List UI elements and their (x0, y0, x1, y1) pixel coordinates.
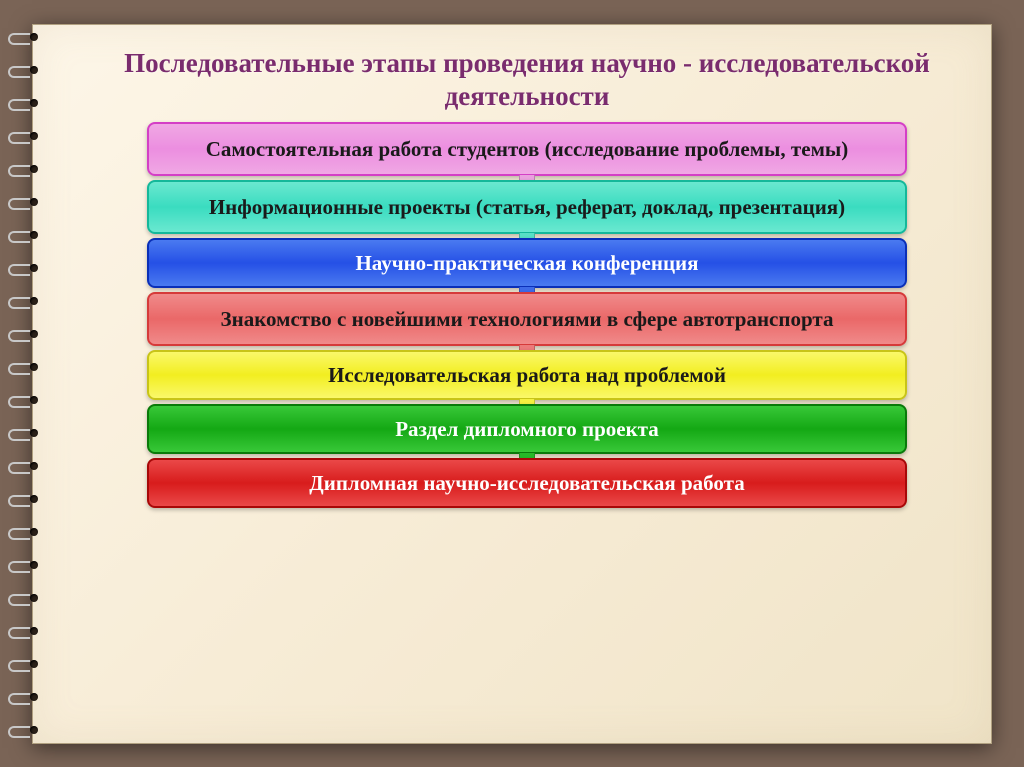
spiral-ring (8, 194, 42, 210)
step-label: Информационные проекты (статья, реферат,… (209, 195, 845, 219)
step-label: Исследовательская работа над проблемой (328, 363, 726, 388)
step-box-6: Раздел дипломного проекта (147, 404, 907, 454)
spiral-ring (8, 524, 42, 540)
spiral-ring (8, 29, 42, 45)
slide-title: Последовательные этапы проведения научно… (93, 47, 961, 115)
step-label: Дипломная научно-исследовательская работ… (309, 471, 744, 496)
step-label: Научно-практическая конференция (355, 251, 698, 276)
flowchart: Самостоятельная работа студентов (исслед… (93, 122, 961, 508)
step-label: Самостоятельная работа студентов (исслед… (206, 137, 849, 161)
spiral-ring (8, 689, 42, 705)
step-box-2: Информационные проекты (статья, реферат,… (147, 180, 907, 234)
spiral-ring (8, 326, 42, 342)
step-box-7: Дипломная научно-исследовательская работ… (147, 458, 907, 508)
spiral-ring (8, 722, 42, 738)
spiral-binding (8, 20, 42, 747)
spiral-ring (8, 95, 42, 111)
step-label: Знакомство с новейшими технологиями в сф… (221, 307, 834, 331)
spiral-ring (8, 590, 42, 606)
step-box-3: Научно-практическая конференция (147, 238, 907, 288)
slide-page: Последовательные этапы проведения научно… (32, 24, 992, 744)
step-box-1: Самостоятельная работа студентов (исслед… (147, 122, 907, 176)
spiral-ring (8, 128, 42, 144)
spiral-ring (8, 359, 42, 375)
step-box-5: Исследовательская работа над проблемой (147, 350, 907, 400)
spiral-ring (8, 227, 42, 243)
spiral-ring (8, 623, 42, 639)
spiral-ring (8, 293, 42, 309)
spiral-ring (8, 62, 42, 78)
spiral-ring (8, 458, 42, 474)
spiral-ring (8, 425, 42, 441)
spiral-ring (8, 557, 42, 573)
spiral-ring (8, 392, 42, 408)
step-label: Раздел дипломного проекта (395, 417, 659, 442)
spiral-ring (8, 260, 42, 276)
spiral-ring (8, 491, 42, 507)
spiral-ring (8, 161, 42, 177)
step-box-4: Знакомство с новейшими технологиями в сф… (147, 292, 907, 346)
spiral-ring (8, 656, 42, 672)
